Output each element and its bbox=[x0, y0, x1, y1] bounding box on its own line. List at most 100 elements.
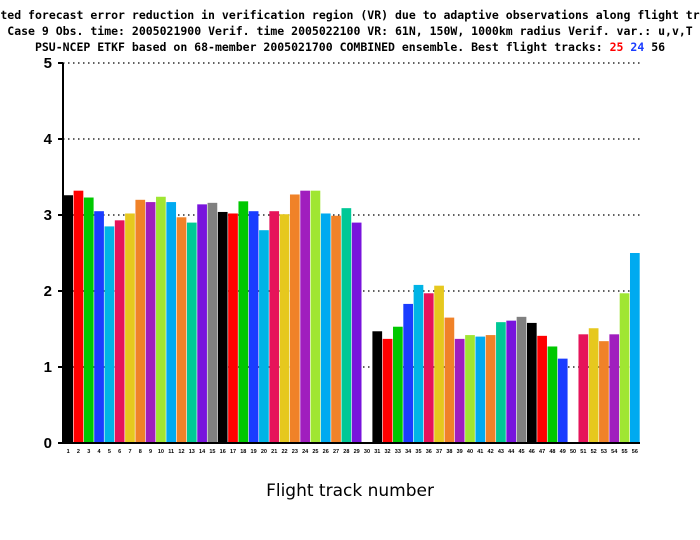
x-tick-label-47: 47 bbox=[539, 449, 545, 455]
bar-40 bbox=[465, 335, 475, 443]
bar-4 bbox=[94, 211, 104, 443]
y-tick-label-1: 1 bbox=[44, 359, 52, 376]
bar-56 bbox=[629, 253, 640, 443]
y-tick-label-3: 3 bbox=[44, 207, 52, 224]
x-tick-label-49: 49 bbox=[560, 449, 566, 455]
x-tick-label-35: 35 bbox=[415, 449, 421, 455]
bar-53 bbox=[599, 341, 609, 443]
x-tick-label-40: 40 bbox=[467, 449, 473, 455]
x-tick-label-41: 41 bbox=[477, 449, 483, 455]
best-track-3: 56 bbox=[651, 40, 665, 54]
bar-11 bbox=[166, 202, 177, 443]
bar-54 bbox=[609, 334, 620, 443]
bars bbox=[63, 190, 640, 443]
x-tick-label-36: 36 bbox=[426, 449, 432, 455]
y-tick-label-5: 5 bbox=[44, 55, 52, 72]
bar-27 bbox=[331, 215, 341, 443]
bar-45 bbox=[516, 316, 527, 443]
x-tick-label-20: 20 bbox=[261, 449, 267, 455]
bar-14 bbox=[197, 204, 207, 443]
bar-13 bbox=[186, 222, 197, 443]
bar-23 bbox=[289, 194, 300, 443]
bar-1 bbox=[63, 195, 74, 443]
bar-6 bbox=[114, 220, 125, 443]
x-tick-label-42: 42 bbox=[488, 449, 494, 455]
y-tick-label-2: 2 bbox=[44, 283, 52, 300]
x-tick-label-43: 43 bbox=[498, 449, 504, 455]
x-tick-labels: 1 2 3 4 5 6 7 8 9 10 11 12 13 14 15 16 17 18 19 20 21 22 23 24 2… bbox=[67, 449, 638, 455]
x-tick-label-18: 18 bbox=[240, 449, 246, 455]
x-tick-label-11: 11 bbox=[168, 449, 174, 455]
bar-52 bbox=[588, 328, 599, 443]
x-tick-label-2: 2 bbox=[77, 449, 80, 455]
x-tick-label-24: 24 bbox=[302, 449, 309, 455]
x-tick-label-4: 4 bbox=[98, 449, 102, 455]
bar-33 bbox=[393, 326, 403, 443]
x-tick-label-38: 38 bbox=[446, 449, 452, 455]
x-tick-label-5: 5 bbox=[108, 449, 111, 455]
bar-21 bbox=[269, 211, 280, 443]
x-tick-label-19: 19 bbox=[251, 449, 257, 455]
bar-31 bbox=[372, 331, 383, 443]
x-tick-label-28: 28 bbox=[343, 449, 349, 455]
bar-12 bbox=[176, 217, 187, 443]
bar-7 bbox=[125, 213, 135, 443]
bar-9 bbox=[145, 202, 156, 443]
x-tick-label-6: 6 bbox=[118, 449, 121, 455]
x-tick-label-52: 52 bbox=[591, 449, 597, 455]
x-tick-label-9: 9 bbox=[149, 449, 152, 455]
x-tick-label-13: 13 bbox=[189, 449, 195, 455]
bar-55 bbox=[619, 293, 630, 443]
x-tick-label-23: 23 bbox=[292, 449, 298, 455]
bar-16 bbox=[217, 211, 228, 443]
chart-title-line-3: PSU-NCEP ETKF based on 68-member 2005021… bbox=[35, 40, 665, 54]
chart-title-line-3-text: PSU-NCEP ETKF based on 68-member 2005021… bbox=[35, 40, 610, 54]
x-tick-label-7: 7 bbox=[128, 449, 131, 455]
x-tick-label-16: 16 bbox=[220, 449, 226, 455]
axes bbox=[58, 62, 640, 444]
x-tick-label-37: 37 bbox=[436, 449, 442, 455]
bar-20 bbox=[259, 230, 269, 443]
y-tick-labels: 0 1 2 3 4 5 bbox=[44, 55, 53, 452]
bar-8 bbox=[135, 199, 146, 443]
x-tick-label-3: 3 bbox=[87, 449, 90, 455]
x-tick-label-29: 29 bbox=[354, 449, 360, 455]
x-tick-label-22: 22 bbox=[281, 449, 287, 455]
x-tick-label-12: 12 bbox=[178, 449, 184, 455]
bar-24 bbox=[300, 190, 310, 443]
x-tick-label-27: 27 bbox=[333, 449, 339, 455]
bar-47 bbox=[537, 335, 547, 443]
x-tick-label-33: 33 bbox=[395, 449, 401, 455]
x-tick-label-30: 30 bbox=[364, 449, 370, 455]
x-tick-label-53: 53 bbox=[601, 449, 607, 455]
bar-44 bbox=[506, 320, 517, 443]
bar-39 bbox=[454, 338, 465, 443]
bar-32 bbox=[382, 338, 393, 443]
x-tick-label-56: 56 bbox=[632, 449, 638, 455]
x-tick-label-26: 26 bbox=[323, 449, 329, 455]
bar-48 bbox=[547, 346, 558, 443]
x-tick-label-17: 17 bbox=[230, 449, 236, 455]
x-tick-label-32: 32 bbox=[385, 449, 391, 455]
x-tick-label-46: 46 bbox=[529, 449, 535, 455]
bar-22 bbox=[279, 214, 290, 443]
bar-42 bbox=[485, 335, 496, 443]
x-axis-label: Flight track number bbox=[266, 481, 434, 501]
y-tick-label-0: 0 bbox=[44, 435, 52, 452]
bar-34 bbox=[403, 303, 414, 443]
bar-49 bbox=[557, 358, 568, 443]
x-tick-label-45: 45 bbox=[518, 449, 524, 455]
bar-28 bbox=[341, 208, 352, 443]
best-track-spacer-1 bbox=[623, 40, 630, 54]
chart-title-line-2: Case 9 Obs. time: 2005021900 Verif. time… bbox=[7, 24, 693, 38]
bar-15 bbox=[207, 202, 218, 443]
x-tick-label-51: 51 bbox=[580, 449, 586, 455]
bar-51 bbox=[578, 334, 589, 443]
bar-46 bbox=[526, 322, 537, 443]
bar-38 bbox=[444, 317, 455, 443]
bar-3 bbox=[83, 197, 94, 443]
bar-35 bbox=[413, 284, 424, 443]
x-tick-label-15: 15 bbox=[209, 449, 215, 455]
bar-2 bbox=[73, 190, 84, 443]
bar-29 bbox=[351, 222, 362, 443]
